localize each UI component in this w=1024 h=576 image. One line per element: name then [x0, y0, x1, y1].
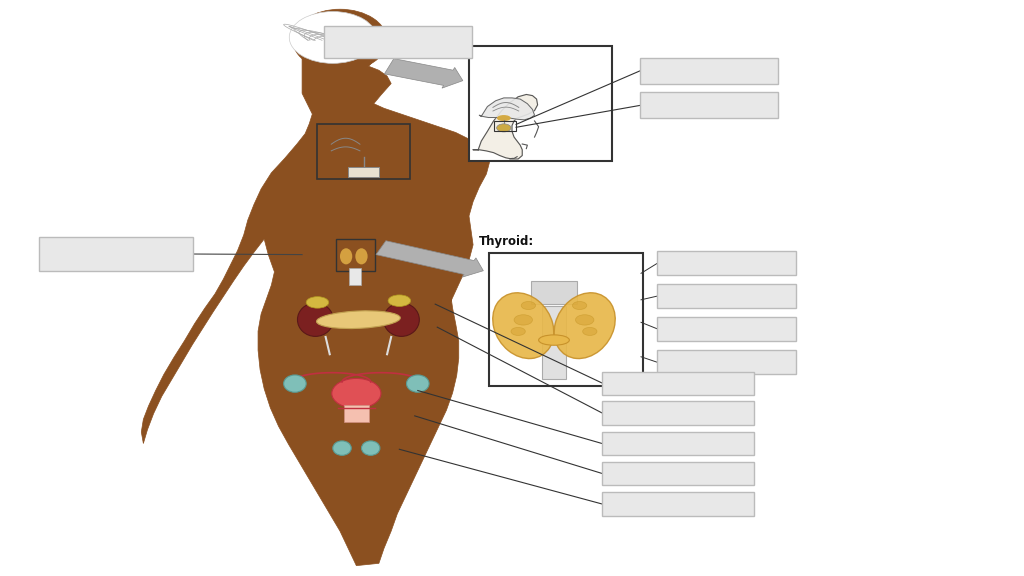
Bar [344, 405, 369, 422]
Circle shape [511, 327, 525, 335]
Bar [640, 92, 778, 118]
Ellipse shape [340, 248, 352, 264]
Bar [640, 58, 778, 84]
Bar [657, 350, 796, 374]
Bar [602, 401, 754, 425]
FancyArrow shape [384, 59, 463, 88]
Bar [494, 121, 516, 131]
Ellipse shape [332, 378, 381, 408]
Bar [602, 432, 754, 455]
Circle shape [572, 301, 587, 309]
Bar [469, 46, 612, 161]
Circle shape [583, 327, 597, 335]
Bar [489, 253, 643, 386]
Polygon shape [473, 94, 538, 159]
Bar [531, 281, 577, 304]
Ellipse shape [297, 303, 334, 336]
Ellipse shape [407, 375, 429, 392]
Ellipse shape [284, 375, 306, 392]
Polygon shape [141, 18, 489, 566]
Ellipse shape [554, 293, 615, 358]
FancyArrow shape [376, 241, 483, 277]
Bar [602, 372, 754, 395]
Bar [348, 167, 379, 177]
Ellipse shape [493, 293, 554, 358]
Bar [324, 26, 472, 58]
Ellipse shape [498, 116, 510, 120]
Ellipse shape [316, 311, 400, 328]
Ellipse shape [333, 441, 351, 455]
Ellipse shape [361, 441, 380, 455]
Circle shape [514, 314, 532, 325]
Bar [602, 492, 754, 516]
Ellipse shape [383, 303, 420, 336]
Circle shape [521, 301, 536, 309]
Ellipse shape [293, 9, 387, 71]
Ellipse shape [355, 248, 368, 264]
Ellipse shape [388, 295, 411, 306]
Circle shape [497, 124, 511, 132]
Bar [349, 268, 361, 285]
Circle shape [575, 314, 594, 325]
Bar [657, 251, 796, 275]
Bar [657, 317, 796, 341]
Bar [602, 462, 754, 485]
Polygon shape [479, 98, 535, 120]
Text: Thyroid:: Thyroid: [479, 235, 535, 248]
Ellipse shape [539, 335, 569, 345]
Ellipse shape [290, 12, 377, 63]
Bar [542, 306, 566, 379]
Bar [39, 237, 193, 271]
Bar [317, 124, 410, 179]
Bar [336, 239, 375, 271]
Ellipse shape [306, 297, 329, 308]
Bar [657, 284, 796, 308]
